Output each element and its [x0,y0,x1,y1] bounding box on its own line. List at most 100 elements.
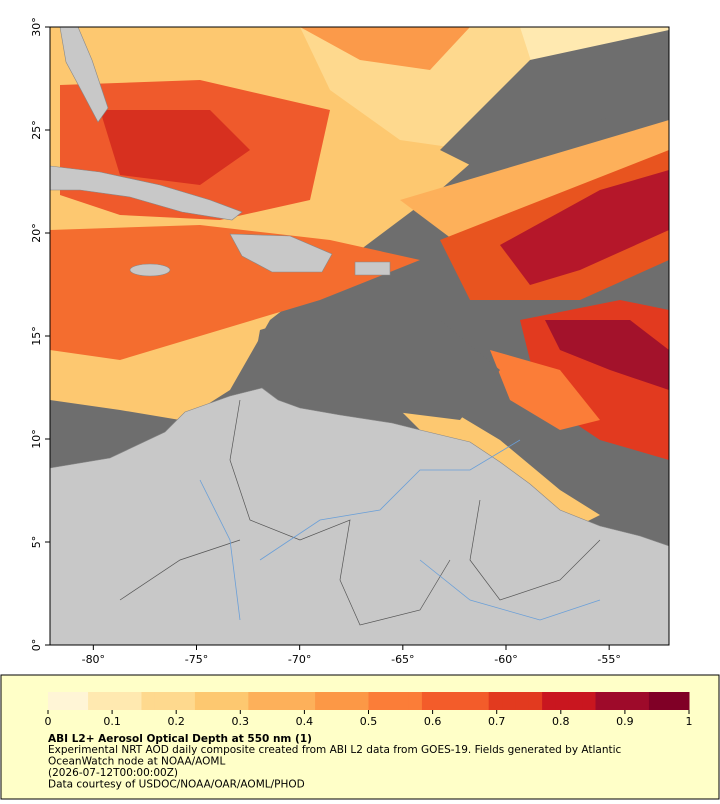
river [199,479,241,621]
colorbar-cell [355,692,369,710]
colorbar-cell [662,692,677,710]
land [129,263,171,277]
colorbar-cell [488,692,503,710]
colorbar-cell [101,692,116,710]
colorbar-cell [48,692,62,710]
land [59,26,109,123]
colorbar-cell [568,692,583,710]
colorbar-cell [542,692,556,710]
y-tick-label: 5° [30,536,43,549]
colorbar-cell [608,692,623,710]
colorbar-tick-label: 0.1 [103,715,121,728]
caption-line: (2026-07-12T00:00:00Z) [48,767,178,779]
colorbar-cell [635,692,650,710]
land [229,233,333,273]
aerosol-field [100,110,250,185]
colorbar-cell [648,692,663,710]
caption-line: OceanWatch node at NOAA/AOML [48,756,225,768]
axes: 0° 5° 10° 15° 20° 25° 30° -80° -75° -70° -65° -60° -… [30,17,621,666]
caption-line: Experimental NRT AOD daily composite cre… [48,744,622,756]
colorbar-cell [528,692,543,710]
aerosol-field [300,27,470,70]
colorbar-cell [675,692,690,710]
colorbar-cell [315,692,329,710]
colorbar-tick-label: 0.9 [616,715,634,728]
colorbar-tick-label: 0.6 [424,715,442,728]
colorbar-cell [502,692,516,710]
colorbar-cell [341,692,356,710]
colorbar-tick-label: 1 [686,715,693,728]
colorbar-cell [595,692,610,710]
colorbar-cell [154,692,169,710]
aerosol-field [545,320,669,390]
river [259,439,521,561]
colorbar-cell [114,692,129,710]
x-tick-label: -55° [597,653,620,666]
aerosol-field [490,350,600,430]
colorbar-cell [582,692,597,710]
x-tick-label: -70° [288,653,311,666]
colorbar-cell [461,692,476,710]
colorbar-cell [61,692,76,710]
colorbar-tick-label: 0.5 [360,715,378,728]
colorbar-cell [221,692,236,710]
colorbar-cell [208,692,223,710]
colorbar-cell [395,692,410,710]
colorbar-cell [381,692,396,710]
colorbar-cell [288,692,303,710]
caption-line: Data courtesy of USDOC/NOAA/OAR/AOML/PHO… [48,779,305,791]
colorbar-cell [194,692,209,710]
colorbar-tick-label: 0.7 [488,715,506,728]
y-tick-label: 30° [30,17,43,37]
x-tick-label: -65° [391,653,414,666]
colorbar-cell [515,692,530,710]
colorbar-cell [408,692,423,710]
colorbar: 0 0.1 0.2 0.3 0.4 0.5 0.6 0.7 0.8 0.9 1 [45,692,693,728]
colorbar-cell [368,692,383,710]
colorbar-cell [435,692,450,710]
colorbar-cell [622,692,637,710]
colorbar-cell [141,692,156,710]
colorbar-cell [181,692,196,710]
land [49,165,243,221]
x-tick-label: -75° [185,653,208,666]
rivers [199,439,601,621]
x-tick-label: -60° [494,653,517,666]
y-tick-label: 0° [30,639,43,652]
map: 0° 5° 10° 15° 20° 25° 30° -80° -75° -70° -65° -60° -… [30,17,670,666]
land [354,261,391,276]
colorbar-cell [168,692,183,710]
colorbar-cell [328,692,343,710]
colorbar-cell [88,692,102,710]
caption-title: ABI L2+ Aerosol Optical Depth at 550 nm … [48,733,312,745]
border [229,399,451,626]
border [469,499,601,601]
colorbar-cell [74,692,89,710]
colorbar-tick-label: 0.2 [167,715,185,728]
cloud-mask [440,30,669,170]
colorbar-tick-label: 0 [45,715,52,728]
colorbar-cell [475,692,490,710]
colorbar-cell [421,692,436,710]
aerosol-field [400,120,669,260]
borders [119,399,601,626]
y-tick-label: 15° [30,326,43,346]
colorbar-cell [448,692,463,710]
colorbar-tick-label: 0.8 [552,715,570,728]
colorbar-cell [301,692,316,710]
colorbar-cell [261,692,276,710]
legend-panel: 0 0.1 0.2 0.3 0.4 0.5 0.6 0.7 0.8 0.9 1 ABI L2+ Ae… [0,674,720,800]
y-tick-label: 20° [30,223,43,243]
colorbar-cell [234,692,249,710]
cloud-mask [250,300,500,420]
colorbar-cell [555,692,570,710]
colorbar-cell [248,692,263,710]
y-tick-label: 25° [30,120,43,140]
x-tick-label: -80° [82,653,105,666]
border [119,539,241,601]
caption: Experimental NRT AOD daily composite cre… [48,744,622,791]
colorbar-tick-label: 0.3 [232,715,250,728]
aerosol-field [500,170,669,285]
cloud-mask [50,400,180,470]
